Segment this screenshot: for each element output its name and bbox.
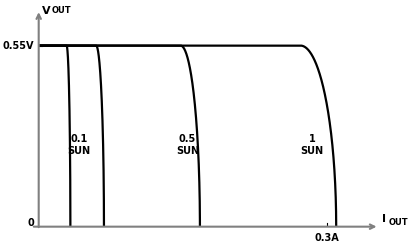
Text: 1
SUN: 1 SUN xyxy=(300,135,324,156)
Text: 0.3A: 0.3A xyxy=(314,233,339,243)
Text: V: V xyxy=(42,6,50,16)
Text: 0: 0 xyxy=(27,218,34,228)
Text: 0.1
SUN: 0.1 SUN xyxy=(67,135,90,156)
Text: 0.55V: 0.55V xyxy=(2,41,34,50)
Text: OUT: OUT xyxy=(389,218,409,227)
Text: 0.5
SUN: 0.5 SUN xyxy=(176,135,199,156)
Text: I: I xyxy=(382,214,386,224)
Text: OUT: OUT xyxy=(51,6,71,15)
